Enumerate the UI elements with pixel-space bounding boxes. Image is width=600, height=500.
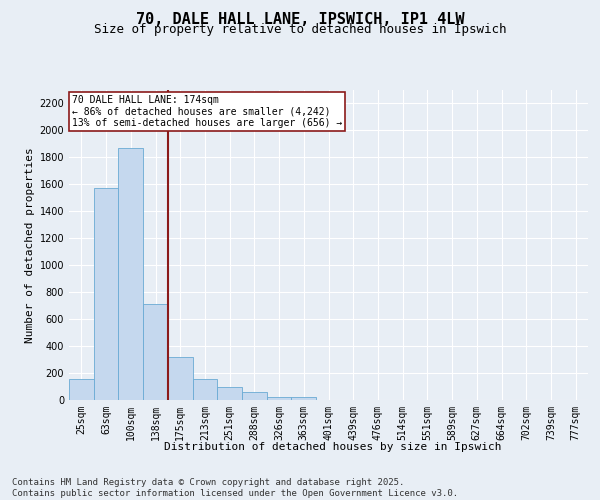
- Bar: [267, 396, 292, 400]
- Bar: [242, 392, 267, 400]
- Bar: [292, 398, 316, 400]
- Bar: [193, 379, 217, 400]
- Text: Contains HM Land Registry data © Crown copyright and database right 2025.
Contai: Contains HM Land Registry data © Crown c…: [12, 478, 458, 498]
- Bar: [69, 379, 94, 400]
- Bar: [217, 387, 242, 400]
- Bar: [143, 304, 168, 400]
- Y-axis label: Number of detached properties: Number of detached properties: [25, 147, 35, 343]
- Bar: [94, 188, 118, 400]
- Bar: [168, 357, 193, 400]
- Text: 70, DALE HALL LANE, IPSWICH, IP1 4LW: 70, DALE HALL LANE, IPSWICH, IP1 4LW: [136, 12, 464, 28]
- Text: Distribution of detached houses by size in Ipswich: Distribution of detached houses by size …: [164, 442, 502, 452]
- Bar: [118, 148, 143, 400]
- Text: 70 DALE HALL LANE: 174sqm
← 86% of detached houses are smaller (4,242)
13% of se: 70 DALE HALL LANE: 174sqm ← 86% of detac…: [71, 94, 342, 128]
- Text: Size of property relative to detached houses in Ipswich: Size of property relative to detached ho…: [94, 22, 506, 36]
